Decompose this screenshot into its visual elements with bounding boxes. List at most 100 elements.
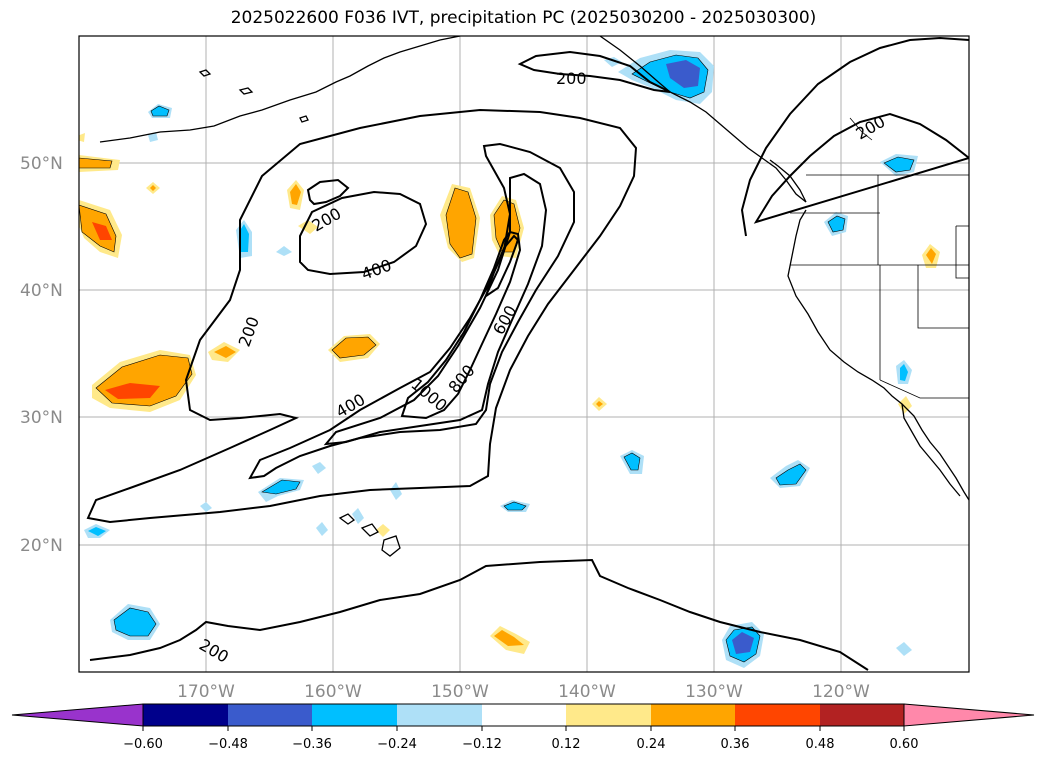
precip-patch [113,607,157,637]
colorbar-bin [820,704,904,726]
colorbar-tick-label: 0.36 [721,737,750,752]
colorbar-tick-label: 0.60 [890,737,919,752]
hawaii-islands [338,513,401,557]
precip-patch [331,336,377,359]
precip-patch [79,133,85,142]
colorbar-ticks [142,726,905,731]
precip-positive-patches [79,133,940,654]
precip-patch [883,156,915,173]
ivt-contour-800 [400,230,522,420]
colorbar-tick-label: −0.48 [208,737,248,752]
colorbar-tick-label: −0.36 [292,737,332,752]
lon-label: 150°W [431,682,489,702]
colorbar-tick-label: −0.12 [462,737,502,752]
colorbar-tick-label: 0.48 [806,737,835,752]
coastlines [99,36,969,557]
precip-patch [827,215,846,233]
colorbar-bin [735,704,820,726]
precip-patch [316,522,328,536]
lon-label: 170°W [177,682,235,702]
aleutian-coast [99,36,461,143]
contour-label: 600 [489,302,521,338]
precip-patch [775,463,807,486]
precip-patch [239,224,249,252]
colorbar-outline [142,703,905,727]
ivt-contour-200-outer [86,108,638,524]
lon-label: 140°W [558,682,616,702]
ivt-contour-200-south [89,558,869,671]
contour-label: 800 [445,361,479,397]
colorbar-tick-label: 0.24 [637,737,666,752]
colorbar-bin [651,704,735,726]
lon-label: 130°W [685,682,743,702]
longitude-labels: 170°W 160°W 150°W 140°W 130°W 120°W [177,682,870,702]
map-title: 2025022600 F036 IVT, precipitation PC (2… [230,8,817,28]
us-west-coast [787,209,969,501]
precip-patch [898,396,912,414]
precip-patch [896,642,912,656]
contour-label: 200 [309,204,345,236]
precip-patch [150,185,156,191]
colorbar-extend-min [11,703,144,727]
ivt-contours [86,36,969,671]
precip-negative-patches [84,50,918,668]
latitude-labels: 50°N 40°N 30°N 20°N [20,154,63,556]
precip-patch [298,220,318,234]
precip-patch [376,524,390,537]
ivt-contour-200-hook [299,178,428,276]
lat-label: 20°N [20,536,63,556]
precip-patch [445,187,477,259]
precip-patch [290,184,301,205]
precip-patch [900,364,908,381]
lat-label: 40°N [20,281,63,301]
colorbar-bin [312,704,397,726]
precip-patch [503,501,527,511]
contour-label: 200 [556,69,587,88]
colorbar-extend-max [903,703,1035,727]
colorbar-bin [482,704,566,726]
lat-label: 30°N [20,408,63,428]
ivt-contour-200-east [740,36,969,237]
lon-label: 160°W [304,682,362,702]
precip-patch [352,508,364,524]
precip-patch [666,60,700,88]
contour-label: 400 [359,255,394,283]
ivt-contour-600 [323,172,548,446]
political-borders [790,117,969,399]
lon-label: 120°W [812,682,870,702]
precip-patch [150,105,170,117]
contour-label: 200 [235,314,263,349]
colorbar-bin [566,704,651,726]
precip-patch [390,482,402,500]
precip-patch [926,248,936,264]
precip-patch [214,346,236,358]
precip-patch [623,452,641,471]
island [198,69,309,123]
colorbar-tick-label: −0.24 [377,737,417,752]
baja-coast [901,403,961,497]
gridlines [79,36,969,672]
precip-patch [312,462,326,474]
lat-label: 50°N [20,154,63,174]
precip-patch [261,479,301,495]
precip-patch [92,222,112,240]
colorbar-bin [143,704,228,726]
colorbar-bin [228,704,312,726]
precip-patch [276,246,292,256]
precip-patch [105,383,160,399]
colorbar-tick-label: −0.60 [123,737,163,752]
ivt-contour-1000 [484,234,520,299]
colorbar-tick-label: 0.12 [552,737,581,752]
precip-patch [79,157,113,169]
alaska-coast [599,36,807,203]
ivt-contour-400 [248,142,575,480]
precip-patch [88,527,106,536]
colorbar: −0.60 −0.48 −0.36 −0.24 −0.12 0.12 0.24 … [11,703,1035,752]
colorbar-bin [397,704,482,726]
precip-patch [596,401,603,407]
map-frame [78,35,970,673]
precip-patch [732,632,754,654]
ivt-contour-200-north [517,50,671,93]
precip-patch [200,502,212,512]
